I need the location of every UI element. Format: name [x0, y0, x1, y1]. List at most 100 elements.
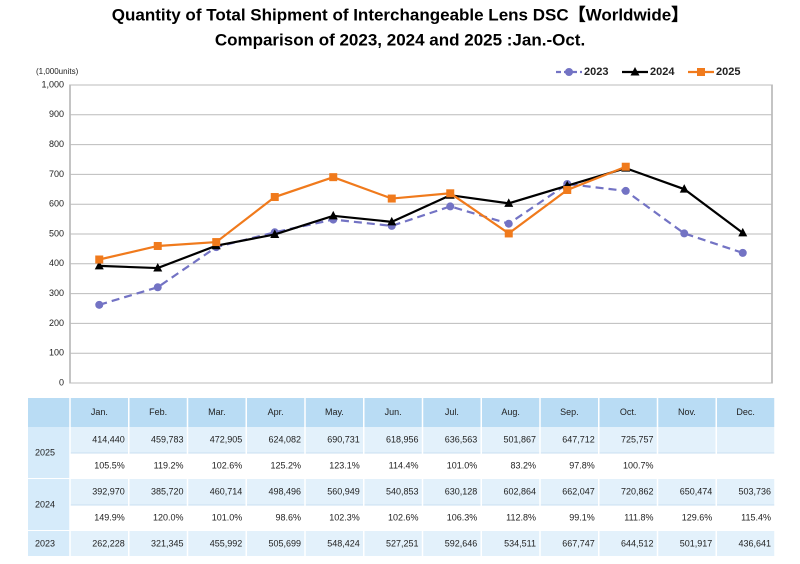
point — [153, 283, 162, 292]
table-value: 503,736 — [738, 486, 771, 496]
table-pct: 99.1% — [569, 512, 595, 522]
table-pct: 125.2% — [270, 460, 301, 470]
table-pct: 114.4% — [389, 460, 419, 470]
table-header: Nov. — [678, 407, 696, 417]
point — [212, 238, 221, 247]
legend-label: 2024 — [650, 66, 675, 78]
point — [270, 193, 279, 202]
table-pct: 105.5% — [94, 460, 125, 470]
point — [504, 229, 513, 238]
point — [504, 219, 513, 228]
point — [387, 216, 397, 226]
point — [680, 229, 689, 238]
table-value: 321,345 — [151, 538, 184, 548]
table-value: 667,747 — [562, 538, 595, 548]
table-header: Dec. — [736, 407, 755, 417]
y-tick-label: 300 — [49, 288, 64, 298]
table-pct: 83.2% — [510, 460, 536, 470]
table-value: 501,867 — [503, 434, 536, 444]
table-pct: 100.7% — [623, 460, 654, 470]
table-value: 647,712 — [562, 434, 595, 444]
table-pct: 102.6% — [212, 460, 243, 470]
table-value: 527,251 — [386, 538, 419, 548]
table-year-bg — [28, 531, 70, 557]
point — [697, 68, 705, 76]
table-pct: 119.2% — [154, 460, 184, 470]
table-year: 2024 — [35, 499, 55, 509]
point — [446, 189, 455, 198]
chart-subtitle: Comparison of 2023, 2024 and 2025 :Jan.-… — [215, 30, 585, 49]
y-tick-label: 1,000 — [41, 79, 64, 89]
table-value: 624,082 — [268, 434, 301, 444]
table-year: 2023 — [35, 538, 55, 548]
table-value: 392,970 — [92, 486, 125, 496]
point — [504, 198, 514, 207]
table-year-bg — [28, 479, 70, 531]
table-value: 720,862 — [621, 486, 654, 496]
point — [153, 241, 162, 250]
table-value: 459,783 — [151, 434, 184, 444]
series-line — [98, 182, 744, 306]
point — [679, 184, 689, 193]
point — [95, 255, 104, 264]
table-value: 460,714 — [210, 486, 243, 496]
table-pct: 149.9% — [94, 512, 125, 522]
table-value: 534,511 — [504, 538, 536, 548]
table-header: Sep. — [560, 407, 579, 417]
point — [630, 67, 640, 76]
chart-title: Quantity of Total Shipment of Interchang… — [112, 4, 688, 24]
point — [95, 300, 104, 309]
table-header: Aug. — [501, 407, 520, 417]
table-header: Jul. — [445, 407, 459, 417]
point — [328, 210, 338, 220]
table-value: 630,128 — [445, 486, 478, 496]
table-value: 548,424 — [327, 538, 360, 548]
table-value: 636,563 — [445, 434, 478, 444]
table-value: 262,228 — [92, 538, 125, 548]
table-pct: 112.8% — [506, 512, 536, 522]
table-header: Feb. — [149, 407, 167, 417]
table-pct: 115.4% — [741, 512, 771, 522]
series-line — [99, 167, 744, 270]
table-pct: 106.3% — [447, 512, 478, 522]
table-pct: 120.0% — [153, 512, 184, 522]
point — [94, 260, 104, 270]
table-value: 414,440 — [92, 434, 125, 444]
table-pct: 97.8% — [569, 460, 595, 470]
table-header: Apr. — [268, 407, 284, 417]
table-header-bg — [28, 398, 775, 427]
point — [738, 227, 748, 237]
legend-label: 2023 — [584, 66, 608, 78]
point — [565, 68, 573, 76]
y-axis-label: (1,000units) — [36, 67, 79, 76]
table-value: 644,512 — [621, 538, 654, 548]
table-value: 505,699 — [268, 538, 301, 548]
y-tick-label: 200 — [49, 318, 64, 328]
table-value: 385,720 — [151, 486, 184, 496]
point — [563, 185, 572, 194]
table-value: 602,864 — [503, 486, 536, 496]
y-tick-label: 900 — [49, 109, 64, 119]
table-value: 498,496 — [268, 486, 301, 496]
table-value: 662,047 — [562, 486, 595, 496]
series-line — [99, 165, 627, 261]
point — [387, 194, 396, 203]
y-tick-label: 400 — [49, 258, 64, 268]
table-value: 472,905 — [210, 434, 243, 444]
y-tick-label: 700 — [49, 169, 64, 179]
table-header: Mar. — [208, 407, 226, 417]
table-header: May. — [325, 407, 344, 417]
table-pct: 101.0% — [447, 460, 478, 470]
legend-label: 2025 — [716, 66, 740, 78]
y-tick-label: 500 — [49, 228, 64, 238]
table-pct: 102.6% — [388, 512, 419, 522]
table-pct: 98.6% — [275, 512, 301, 522]
table-header: Jun. — [385, 407, 402, 417]
table-header: Oct. — [620, 407, 637, 417]
y-tick-label: 600 — [49, 199, 64, 209]
table-value: 592,646 — [445, 538, 478, 548]
table-pct: 102.3% — [329, 512, 360, 522]
point — [270, 229, 280, 238]
point — [446, 202, 455, 211]
